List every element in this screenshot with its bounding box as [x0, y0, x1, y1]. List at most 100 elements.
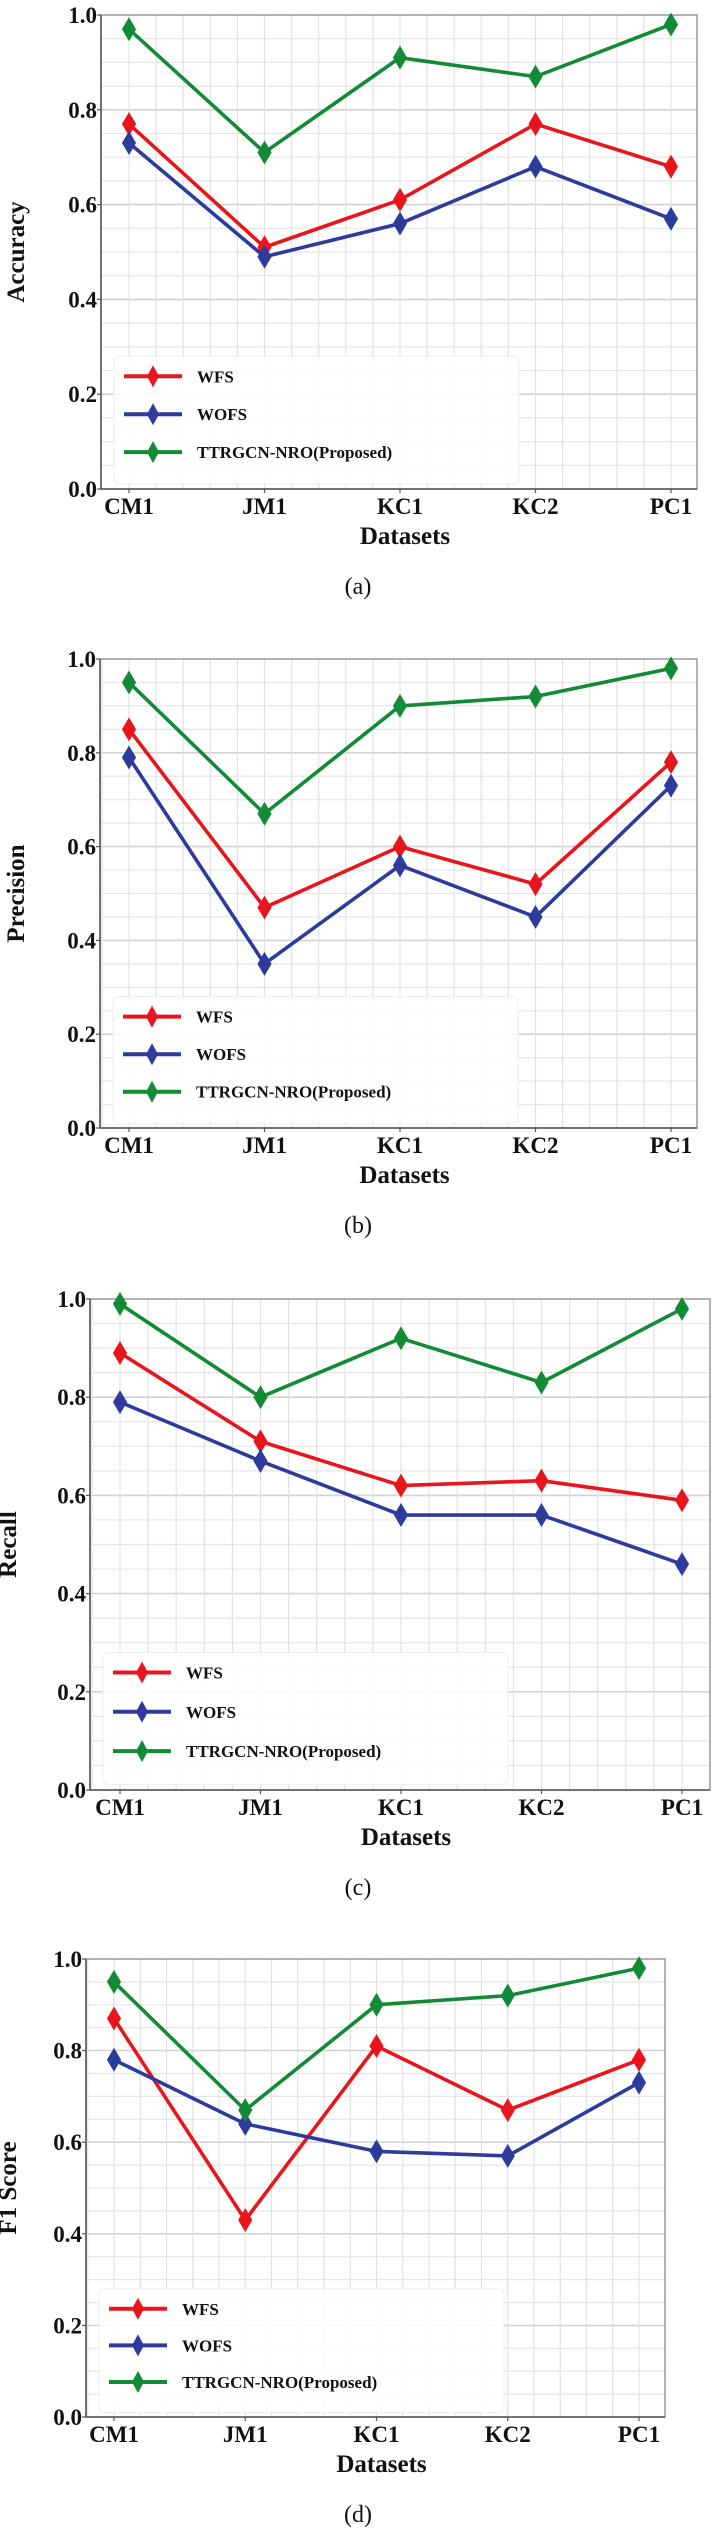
data-point-marker — [121, 670, 137, 695]
data-point-marker — [392, 45, 408, 70]
y-tick-label: 1.0 — [68, 3, 97, 28]
x-axis-label: Datasets — [360, 523, 451, 550]
data-point-marker — [663, 773, 679, 798]
legend-box — [98, 2288, 505, 2414]
data-point-marker — [392, 693, 408, 718]
legend-label: TTRGCN-NRO(Proposed) — [186, 1742, 381, 1761]
legend: WFS WOFS TTRGCN-NRO(Proposed) — [102, 1652, 509, 1785]
legend-diamond-icon — [136, 1740, 148, 1763]
data-point-marker — [257, 801, 272, 826]
panel-label: (a) — [345, 574, 372, 600]
data-point-marker — [393, 1503, 409, 1528]
legend: WFS WOFS TTRGCN-NRO(Proposed) — [112, 996, 519, 1124]
data-point-marker — [500, 2143, 515, 2168]
x-tick-label: PC1 — [618, 2422, 660, 2447]
data-point-marker — [121, 717, 137, 742]
y-tick-label: 0.8 — [67, 741, 96, 766]
legend-diamond-icon — [136, 1661, 148, 1684]
data-point-marker — [631, 2070, 647, 2095]
x-tick-label: JM1 — [242, 494, 287, 519]
legend-item: WOFS — [123, 1043, 246, 1066]
data-point-marker — [663, 206, 679, 231]
legend-box — [102, 1652, 509, 1785]
data-point-marker — [500, 1983, 515, 2008]
x-tick-label: KC2 — [513, 1133, 559, 1158]
series-wofs — [121, 745, 679, 976]
y-tick-label: 0.2 — [57, 1680, 86, 1705]
legend-item: TTRGCN-NRO(Proposed) — [123, 1080, 391, 1103]
data-point-marker — [393, 1326, 409, 1351]
y-tick-label: 0.6 — [57, 1483, 86, 1508]
series-wofs — [121, 130, 679, 269]
x-tick-label: KC2 — [519, 1795, 565, 1820]
legend-label: WOFS — [197, 405, 247, 424]
data-point-marker — [663, 154, 679, 179]
x-tick-label: KC2 — [485, 2422, 531, 2447]
y-tick-label: 0.0 — [57, 1778, 86, 1803]
x-axis-label: Datasets — [361, 1824, 452, 1851]
legend: WFS WOFS TTRGCN-NRO(Proposed) — [98, 2288, 505, 2414]
chart-panel-d: 0.0 0.2 0.4 0.6 0.8 1.0 CM1 JM1 KC1 KC2 PC1 Dataset… — [0, 1947, 666, 2528]
data-point-marker — [112, 1291, 128, 1316]
x-tick-label: CM1 — [89, 2422, 139, 2447]
x-tick-label: JM1 — [242, 1133, 287, 1158]
x-tick-label: KC1 — [378, 1795, 424, 1820]
panel-label: (c) — [345, 1875, 372, 1901]
y-tick-label: 0.0 — [67, 1116, 96, 1141]
legend-item: WFS — [124, 365, 234, 388]
legend-diamond-icon — [146, 1043, 158, 1066]
data-point-marker — [392, 211, 408, 236]
legend-label: TTRGCN-NRO(Proposed) — [182, 2373, 377, 2392]
data-point-marker — [369, 2139, 384, 2164]
series-wfs — [121, 717, 679, 920]
series-ttrgcn-nro-proposed — [121, 12, 679, 165]
data-point-marker — [663, 12, 679, 37]
data-point-marker — [674, 1552, 690, 1577]
data-point-marker — [500, 2098, 515, 2123]
y-tick-label: 1.0 — [57, 1287, 86, 1312]
data-point-marker — [238, 2098, 253, 2123]
legend-label: WFS — [182, 2300, 219, 2319]
y-tick-label: 0.2 — [68, 382, 97, 407]
data-point-marker — [106, 2047, 122, 2072]
y-tick-label: 0.4 — [68, 287, 97, 312]
series-ttrgcn-nro-proposed — [112, 1291, 690, 1410]
series-wofs — [112, 1390, 690, 1577]
y-tick-label: 0.8 — [53, 2039, 82, 2064]
y-tick-label: 0.4 — [53, 2222, 82, 2247]
x-tick-label: JM1 — [238, 1795, 283, 1820]
legend-box — [113, 355, 520, 485]
legend-item: WFS — [123, 1005, 233, 1028]
x-axis-label: Datasets — [336, 2451, 427, 2478]
y-tick-label: 0.6 — [53, 2130, 82, 2155]
y-tick-label: 0.4 — [67, 928, 96, 953]
legend-diamond-icon — [136, 1700, 148, 1723]
data-point-marker — [528, 904, 543, 929]
chart-panel-a: 0.0 0.2 0.4 0.6 0.8 1.0 CM1 JM1 KC1 KC2 PC1 Dataset… — [3, 3, 698, 600]
x-tick-label: PC1 — [650, 1133, 692, 1158]
x-tick-label: KC1 — [377, 494, 423, 519]
x-tick-label: CM1 — [95, 1795, 145, 1820]
panel-label: (b) — [344, 1213, 372, 1239]
series-wofs — [106, 2047, 647, 2168]
legend-label: WOFS — [196, 1045, 246, 1064]
legend-label: WOFS — [182, 2336, 232, 2355]
legend-diamond-icon — [147, 403, 159, 426]
data-point-marker — [369, 2034, 384, 2059]
legend-label: WFS — [197, 367, 234, 386]
y-axis-label: Accuracy — [3, 201, 30, 303]
data-point-marker — [534, 1468, 549, 1493]
y-axis-label: Recall — [0, 1511, 22, 1578]
legend-diamond-icon — [147, 365, 159, 388]
y-tick-label: 0.8 — [68, 98, 97, 123]
data-point-marker — [392, 187, 408, 212]
legend-item: WFS — [113, 1661, 223, 1684]
legend-label: TTRGCN-NRO(Proposed) — [196, 1083, 391, 1102]
series-wfs — [106, 2006, 647, 2233]
data-point-marker — [528, 872, 543, 897]
legend-label: TTRGCN-NRO(Proposed) — [197, 443, 392, 462]
data-point-marker — [238, 2208, 253, 2233]
x-tick-label: KC1 — [354, 2422, 400, 2447]
data-point-marker — [257, 951, 272, 976]
